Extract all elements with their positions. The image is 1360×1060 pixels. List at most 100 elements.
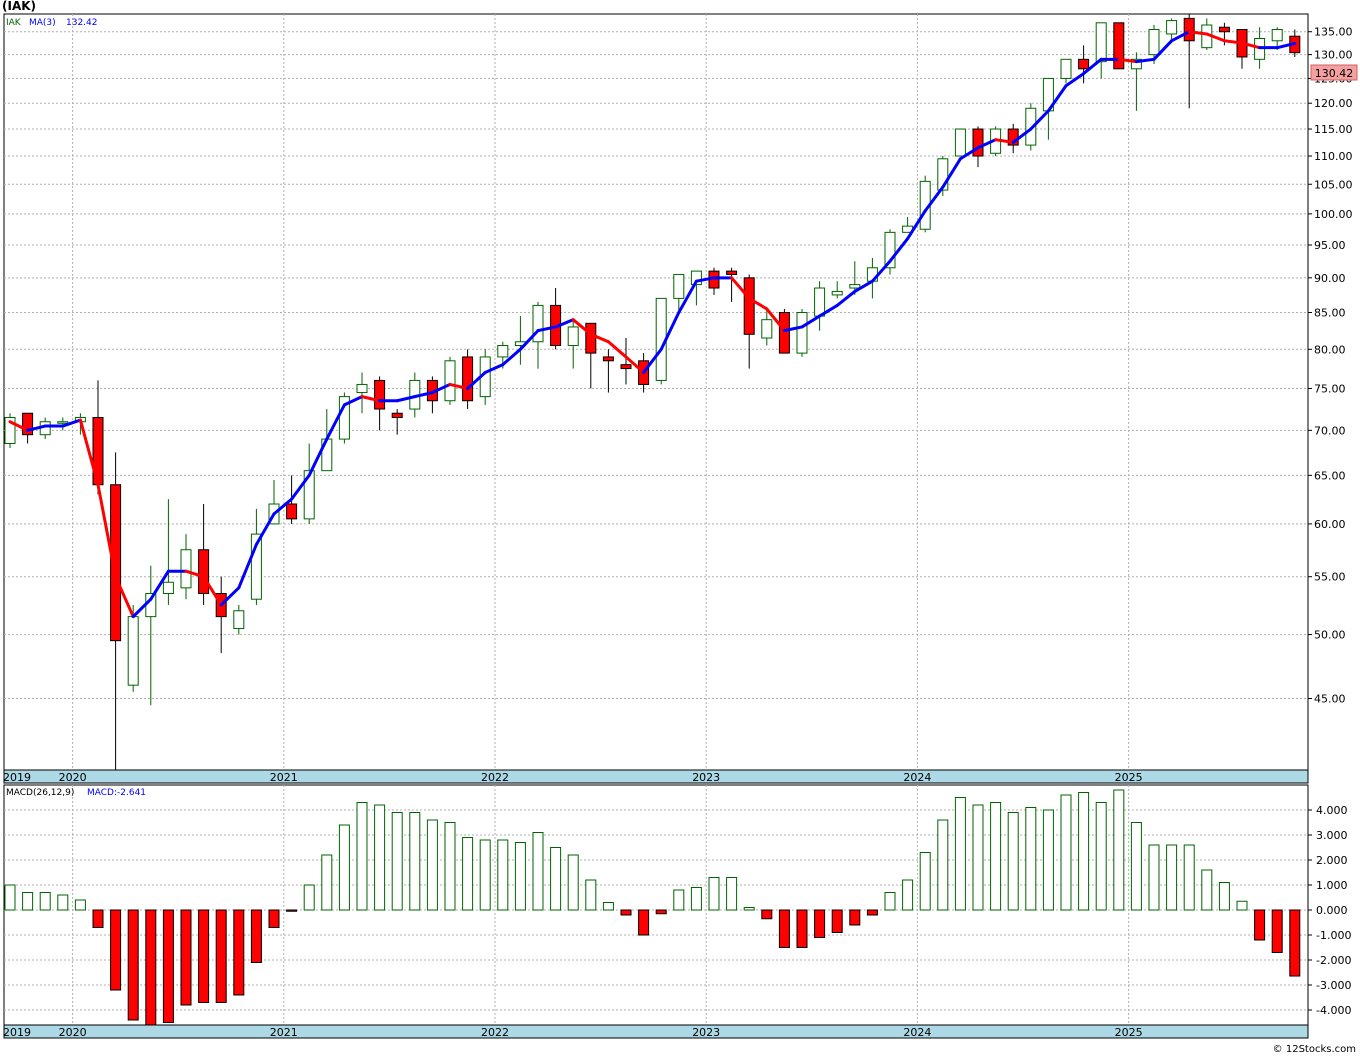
macd-bar-negative: [761, 909, 773, 920]
macd-x-tick-label: 2019: [3, 1026, 31, 1039]
ma-segment: [1170, 30, 1191, 43]
macd-bar-positive: [972, 804, 984, 911]
macd-bar-negative: [127, 909, 139, 1021]
macd-bar-negative: [180, 909, 192, 1006]
price-x-tick-label: 2025: [1115, 771, 1143, 784]
candle-up: [1166, 20, 1178, 35]
macd-bar-positive: [356, 802, 368, 911]
macd-y-tick-label: -4.000: [1316, 1004, 1351, 1017]
ma-segment: [1222, 39, 1244, 45]
macd-bar-positive: [919, 852, 931, 911]
macd-bar-positive: [22, 892, 34, 911]
candle-up: [532, 304, 544, 343]
macd-x-tick-label: 2023: [692, 1026, 720, 1039]
ma-segment: [642, 347, 663, 374]
ma-segment: [782, 325, 804, 333]
price-legend-ma-value: 132.42: [66, 18, 98, 28]
last-price-tag: [1310, 64, 1358, 81]
ma-segment: [835, 289, 857, 307]
ma-segment: [906, 209, 927, 241]
ma-segment: [413, 391, 434, 399]
ma-segment: [1029, 109, 1050, 131]
macd-bar-positive: [1007, 812, 1019, 911]
ma-segment: [853, 279, 874, 293]
macd-bar-negative: [110, 909, 122, 991]
price-y-tick-label: 65.00: [1314, 469, 1346, 482]
candle-down: [585, 322, 597, 354]
price-y-tick-label: 100.00: [1314, 208, 1353, 221]
macd-bar-positive: [937, 819, 949, 911]
candle-up: [127, 616, 139, 686]
macd-bar-negative: [638, 909, 650, 936]
candle-down: [462, 356, 474, 402]
macd-bar-negative: [849, 909, 861, 926]
ma-segment: [202, 575, 223, 607]
symbol-header: (IAK): [2, 0, 36, 13]
candle-up: [831, 290, 843, 296]
ma-segment: [994, 138, 1015, 144]
ma-segment: [237, 542, 258, 590]
macd-bar-negative: [92, 909, 104, 928]
macd-bar-negative: [162, 909, 174, 1023]
macd-bar-negative: [145, 909, 157, 1028]
candle-down: [778, 312, 790, 354]
candle-down: [1113, 22, 1125, 70]
macd-bar-positive: [462, 837, 474, 911]
macd-bar-negative: [620, 909, 632, 916]
macd-date-band: [3, 1024, 1309, 1039]
ma-segment: [483, 363, 505, 374]
ma-segment: [1046, 84, 1068, 113]
ma-segment: [1064, 72, 1086, 88]
candle-up: [180, 549, 192, 589]
ma-segment: [554, 318, 575, 329]
candle-up: [1025, 107, 1037, 146]
macd-bar-positive: [1113, 789, 1125, 911]
ma-segment: [61, 418, 82, 428]
macd-bar-positive: [673, 889, 685, 911]
ma-segment: [1275, 41, 1297, 50]
candle-up: [303, 470, 315, 520]
macd-bar-positive: [708, 877, 720, 911]
price-legend-ma-label: MA(3): [29, 18, 56, 28]
macd-bar-positive: [1166, 844, 1178, 911]
macd-legend-value: MACD:-2.641: [87, 788, 146, 798]
ma-segment: [360, 395, 382, 403]
ma-segment: [78, 418, 100, 487]
candle-up: [250, 533, 262, 600]
macd-bar-positive: [74, 899, 86, 911]
macd-y-tick-label: 2.000: [1316, 854, 1348, 867]
ma-segment: [958, 146, 980, 161]
ma-segment: [1082, 57, 1103, 76]
ma-segment: [149, 569, 170, 601]
macd-bar-positive: [1201, 869, 1213, 911]
price-y-tick-label: 80.00: [1314, 343, 1346, 356]
macd-bar-negative: [1289, 909, 1301, 977]
macd-y-tick-label: 3.000: [1316, 829, 1348, 842]
ma-segment: [448, 382, 470, 390]
macd-y-tick-label: -2.000: [1316, 954, 1351, 967]
macd-bar-positive: [532, 832, 544, 911]
macd-y-tick-label: -1.000: [1316, 929, 1351, 942]
macd-bar-positive: [690, 887, 702, 911]
macd-bar-positive: [726, 877, 738, 911]
macd-x-tick-label: 2021: [270, 1026, 298, 1039]
macd-bar-negative: [268, 909, 280, 928]
ma-segment: [1011, 127, 1033, 144]
ma-segment: [1152, 39, 1174, 61]
macd-bar-positive: [1060, 794, 1072, 911]
price-y-tick-label: 50.00: [1314, 629, 1346, 642]
macd-bar-negative: [866, 909, 878, 916]
price-ma-line: [8, 30, 1297, 619]
ma-segment: [888, 237, 910, 263]
price-x-axis: 2019 2020 2021 2022 2023 2024 2025: [3, 771, 1143, 784]
macd-bar-positive: [57, 894, 69, 911]
ma-segment: [114, 575, 135, 619]
macd-bar-negative: [215, 909, 227, 1003]
price-legend-symbol: IAK: [6, 18, 22, 28]
price-x-tick-label: 2022: [481, 771, 509, 784]
ma-segment: [659, 311, 681, 351]
price-x-tick-label: 2019: [3, 771, 31, 784]
ma-segment: [747, 296, 769, 311]
